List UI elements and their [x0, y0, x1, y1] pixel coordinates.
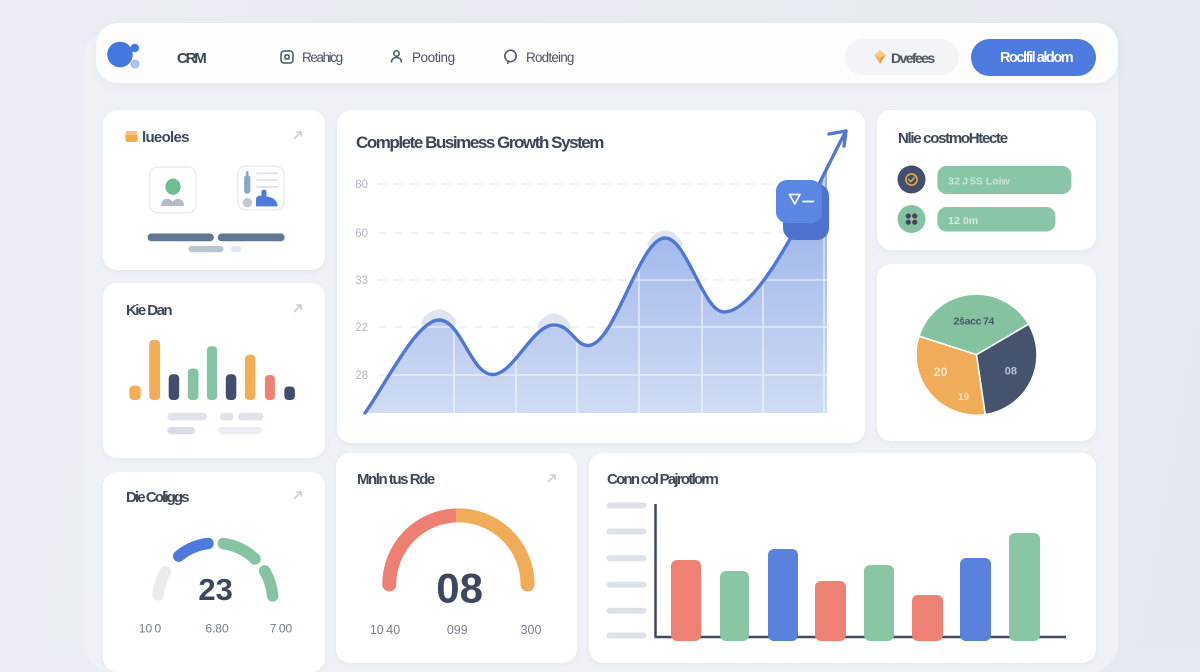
svg-text:10 0: 10 0 [139, 622, 162, 636]
svg-text:28: 28 [355, 370, 368, 382]
svg-text:60: 60 [355, 228, 368, 240]
svg-text:08: 08 [1005, 365, 1017, 377]
svg-text:80: 80 [355, 179, 368, 191]
svg-text:19: 19 [958, 392, 970, 403]
svg-text:08: 08 [436, 565, 483, 612]
svg-text:33: 33 [355, 275, 368, 287]
svg-text:22: 22 [355, 322, 368, 334]
svg-text:2ŝacc 74: 2ŝacc 74 [954, 316, 995, 328]
svg-text:300: 300 [521, 623, 542, 637]
svg-text:32 J 5S Loiw: 32 J 5S Loiw [948, 176, 1010, 188]
svg-text:23: 23 [198, 572, 232, 607]
svg-text:20: 20 [934, 365, 948, 379]
svg-text:099: 099 [447, 623, 468, 637]
svg-text:12 0m: 12 0m [948, 215, 978, 227]
svg-text:7 00: 7 00 [270, 622, 293, 636]
svg-text:6.80: 6.80 [205, 622, 229, 636]
svg-text:10 40: 10 40 [370, 623, 400, 637]
